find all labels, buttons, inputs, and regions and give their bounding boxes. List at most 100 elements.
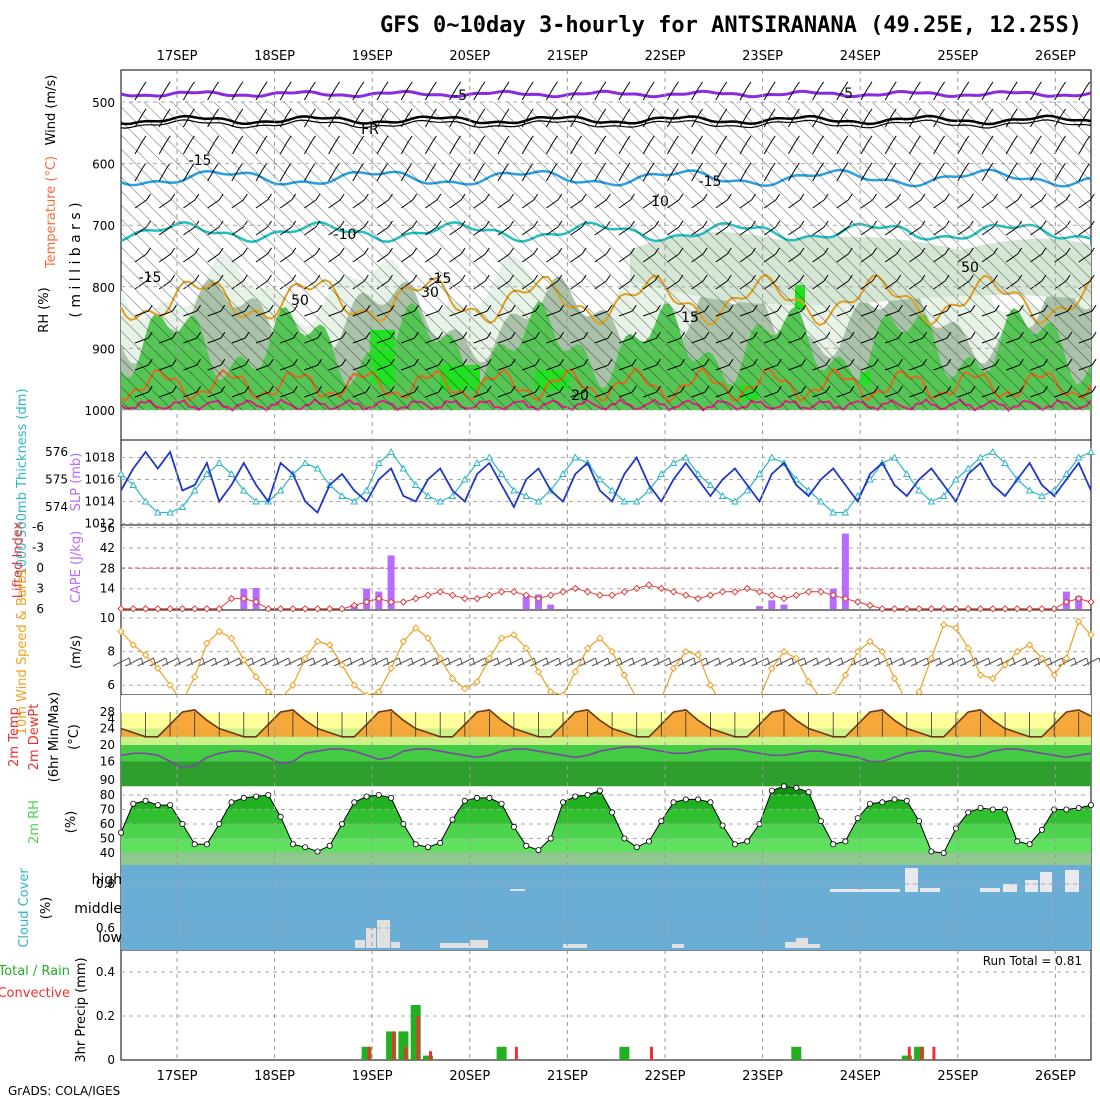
tick-label: 40 bbox=[100, 846, 115, 860]
rh-point bbox=[265, 792, 272, 799]
lifted-index-point bbox=[350, 601, 359, 610]
tick-label: 3 bbox=[36, 581, 44, 595]
lifted-index-point bbox=[866, 601, 874, 610]
lifted-index-point bbox=[1025, 605, 1034, 613]
wind-barb bbox=[787, 87, 796, 101]
wind10m-barb bbox=[468, 657, 486, 667]
rh-point bbox=[240, 794, 247, 801]
wind-barb bbox=[981, 87, 990, 101]
lifted-index-point bbox=[964, 605, 972, 613]
wind-barb bbox=[303, 87, 312, 101]
label-total-rain: Total / Rain bbox=[0, 964, 70, 979]
wind-barb-flag bbox=[359, 81, 365, 89]
thickness-point bbox=[1062, 469, 1071, 477]
wind10m-barb-flag bbox=[1061, 657, 1065, 666]
lifted-index-point bbox=[154, 605, 162, 613]
cloud-level-label: high bbox=[91, 872, 122, 888]
wind-barb bbox=[570, 87, 579, 101]
wind-barb-flag bbox=[746, 81, 752, 89]
tick-label: -3 bbox=[32, 541, 44, 555]
wind10m-barb bbox=[210, 657, 228, 667]
wind-barb-flag bbox=[407, 81, 413, 89]
precip-conv-bar bbox=[514, 1046, 518, 1060]
wind10m-point bbox=[571, 668, 580, 676]
pressure-tick: 600 bbox=[92, 158, 115, 172]
wind-barb-flag bbox=[770, 81, 776, 89]
thickness-point bbox=[424, 491, 432, 499]
wind10m-point bbox=[227, 634, 236, 642]
wind10m-barb bbox=[542, 657, 559, 667]
rh-point bbox=[1038, 826, 1045, 833]
lifted-index-point bbox=[682, 591, 690, 599]
tick-label: 16 bbox=[100, 755, 115, 769]
thickness-point bbox=[153, 508, 162, 516]
wind-barb-flag bbox=[915, 81, 921, 89]
tick-label: 70 bbox=[100, 803, 115, 817]
thickness-point bbox=[117, 469, 125, 477]
wind10m-point bbox=[1038, 654, 1046, 663]
wind10m-point bbox=[129, 641, 138, 649]
wind10m-point bbox=[853, 647, 862, 656]
wind10m-point bbox=[804, 678, 813, 686]
wind-barb-flag bbox=[214, 81, 220, 89]
wind-barb-flag bbox=[819, 81, 825, 89]
lifted-index-point bbox=[546, 591, 555, 599]
wind10m-point bbox=[1001, 661, 1009, 669]
wind-barb-flag bbox=[335, 81, 341, 89]
lifted-index-point bbox=[215, 605, 223, 613]
thickness-point bbox=[129, 480, 138, 488]
tick-label: 1018 bbox=[84, 451, 115, 465]
rh-point bbox=[289, 841, 296, 848]
wind10m-barb bbox=[260, 657, 277, 667]
lifted-index-point bbox=[571, 584, 580, 593]
slp-thickness-panel bbox=[117, 447, 1095, 524]
tick-label: 42 bbox=[100, 541, 115, 555]
wind10m-point bbox=[1025, 641, 1034, 649]
lifted-index-point bbox=[1038, 605, 1046, 613]
wind10m-barb bbox=[161, 657, 179, 667]
pressure-tick: 800 bbox=[92, 281, 115, 295]
wind-barb bbox=[255, 87, 264, 101]
precip-conv-bar bbox=[367, 1046, 371, 1060]
wind10m-point bbox=[522, 644, 530, 652]
thickness-point bbox=[313, 464, 322, 472]
lifted-index-point bbox=[1013, 605, 1022, 613]
lifted-index-point bbox=[362, 598, 371, 606]
rh-point bbox=[191, 841, 198, 848]
rh-point bbox=[609, 809, 616, 816]
wind10m-barb-flag bbox=[546, 657, 549, 666]
rh-point bbox=[584, 792, 591, 799]
wind10m-barb bbox=[444, 657, 461, 667]
wind10m-barb bbox=[702, 657, 719, 667]
wind10m-point bbox=[350, 681, 359, 689]
high-cloud bbox=[830, 889, 900, 892]
rh-point bbox=[474, 794, 481, 801]
thickness-point bbox=[718, 491, 727, 499]
thickness-point bbox=[632, 497, 641, 505]
wind10m-point bbox=[166, 681, 174, 689]
slp-line bbox=[120, 450, 1092, 514]
rh-point bbox=[437, 839, 444, 846]
rh-point bbox=[719, 822, 726, 829]
wind10m-barb bbox=[149, 657, 167, 667]
rh-band bbox=[121, 838, 1091, 853]
wind10m-point bbox=[927, 654, 936, 663]
wind10m-point bbox=[841, 671, 850, 679]
lifted-index-point bbox=[227, 594, 236, 603]
wind10m-barb bbox=[1070, 657, 1087, 667]
wind10m-barb bbox=[395, 657, 412, 667]
temperature-panel bbox=[120, 695, 1092, 787]
rh-point bbox=[400, 821, 407, 828]
wind-barb-flag bbox=[891, 81, 897, 89]
wind-barb-flag bbox=[1085, 81, 1091, 89]
wind10m-point bbox=[682, 647, 690, 656]
wind10m-point bbox=[448, 674, 457, 683]
wind-barb bbox=[328, 87, 337, 101]
precip-conv-bar bbox=[650, 1046, 653, 1060]
wind10m-barb bbox=[530, 657, 547, 667]
wind-barb-flag bbox=[431, 81, 437, 89]
lifted-index-point bbox=[768, 591, 776, 599]
rh-point bbox=[867, 800, 874, 807]
wind10m-barb bbox=[186, 657, 203, 667]
